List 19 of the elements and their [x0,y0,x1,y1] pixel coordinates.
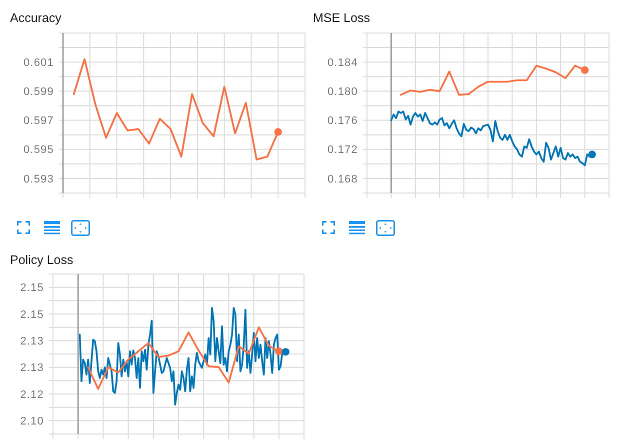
y-tick-label: 0.601 [23,56,54,69]
y-tick-label: 2.13 [20,362,44,374]
y-tick-label: 0.172 [327,144,358,156]
y-tick-label: 0.176 [327,115,358,128]
y-tick-label: 0.595 [23,144,54,156]
y-tick-label: 0.599 [23,86,54,98]
y-tick-label: 2.15 [20,282,44,294]
chart-title: MSE Loss [313,11,370,25]
y-tick-label: 2.13 [20,336,44,348]
y-tick-label: 2.12 [20,388,44,401]
y-tick-label: 0.593 [23,173,54,186]
y-tick-label: 0.597 [23,115,54,128]
y-tick-label: 0.184 [327,56,358,69]
chart-title: Accuracy [10,11,62,25]
y-tick-label: 0.180 [327,86,358,98]
y-tick-label: 2.10 [20,416,44,428]
chart-title: Policy Loss [10,253,74,267]
y-tick-label: 0.168 [327,173,358,186]
y-tick-label: 2.15 [20,308,44,321]
